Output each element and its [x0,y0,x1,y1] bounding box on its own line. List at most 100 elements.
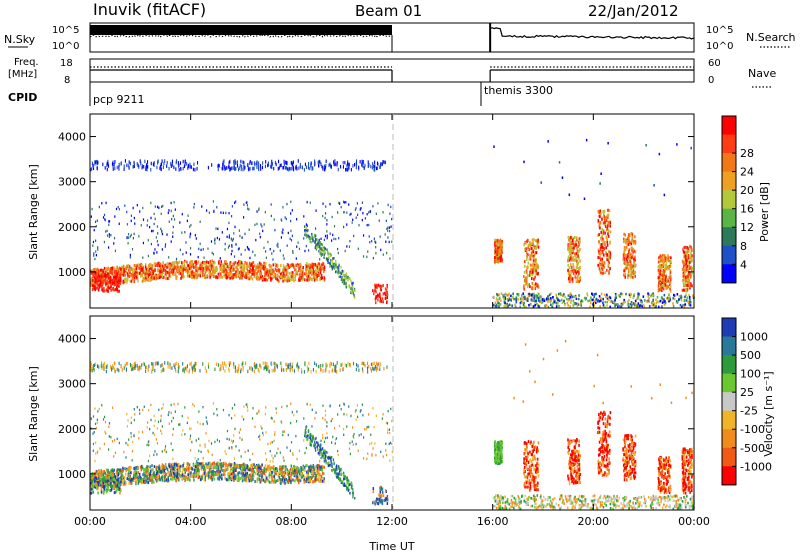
echo-cell [93,254,95,257]
echo-cell [319,479,322,483]
echo-cell [322,167,324,171]
echo-cell [503,305,506,308]
echo-cell [368,163,370,167]
echo-cell [313,278,316,282]
echo-cell [105,281,107,285]
echo-cell [587,299,589,303]
echo-cell [655,305,657,308]
echo-cell [271,252,273,255]
echo-cell [293,464,295,468]
echo-cell [207,165,209,170]
echo-cell [177,164,180,168]
echo-cell [686,296,689,299]
echo-cell [177,261,180,265]
noise-traces [89,23,694,52]
echo-cell [217,164,219,168]
echo-cell [182,273,184,277]
echo-cell [224,260,227,264]
echo-cell [688,271,691,275]
echo-cell [531,253,533,257]
echo-cell [195,268,197,272]
echo-cell [320,237,322,241]
echo-cell [172,225,174,229]
echo-cell [185,269,187,273]
echo-cell [606,240,609,244]
echo-cell [494,244,496,248]
echo-cell [177,466,179,470]
echo-cell [575,276,577,280]
echo-cell [225,269,228,273]
echo-cell [113,236,116,240]
echo-cell [627,273,630,277]
echo-cell [107,246,110,249]
echo-cell [669,269,672,273]
echo-cell [119,273,121,277]
echo-cell [531,238,534,242]
echo-cell [342,274,344,277]
echo-cell [527,294,530,298]
echo-cell [386,251,388,255]
echo-cell [537,245,540,249]
echo-cell [115,283,117,287]
echo-cell [267,163,269,168]
echo-cell [683,274,686,278]
echo-cell [334,266,337,269]
echo-cell [94,277,97,281]
echo-cell [555,305,558,308]
echo-cell [297,241,299,244]
echo-cell [350,167,352,172]
echo-cell [364,163,366,168]
echo-cell [337,247,339,251]
echo-cell [309,263,312,267]
echo-cell [143,165,145,169]
echo-cell [243,166,245,171]
echo-cell [659,254,662,258]
echo-cell [358,165,360,170]
echo-cell [128,265,131,269]
echo-cell [304,231,306,235]
echo-cell [243,266,246,270]
echo-cell [196,161,199,165]
echo-cell [515,300,518,304]
echo-cell [135,271,138,275]
echo-cell [112,275,115,279]
echo-cell [568,293,571,297]
echo-cell [274,160,276,165]
echo-cell [128,236,130,239]
echo-cell [345,275,348,279]
echo-cell [211,262,213,266]
echo-cell [166,262,169,266]
echo-cell [523,160,525,164]
echo-cell [519,301,522,305]
echo-cell [239,163,241,168]
echo-cell [576,302,579,305]
echo-cell [134,222,136,225]
echo-cell [199,220,201,223]
echo-cell [510,299,513,302]
echo-cell [281,219,283,222]
echo-cell [280,163,282,168]
echo-cell [571,295,573,299]
echo-cell [530,299,533,303]
echo-cell [146,163,148,168]
echo-cell [180,276,182,280]
echo-cell [127,233,130,236]
echo-cell [685,250,688,254]
echo-cell [552,296,554,299]
echo-cell [379,294,381,298]
echo-cell [154,474,157,478]
echo-cell [95,268,98,272]
colorbar-tick-label: 16 [740,203,754,216]
echo-cell [685,254,688,258]
echo-cell [106,282,109,286]
echo-cell [307,472,309,476]
echo-cell [342,270,345,273]
echo-cell [305,165,307,170]
echo-cell [248,248,250,251]
echo-cell [682,261,684,265]
echo-cell [96,219,98,222]
echo-cell [525,281,528,285]
echo-cell [182,461,185,465]
echo-cell [273,270,275,274]
echo-cell [233,165,235,169]
